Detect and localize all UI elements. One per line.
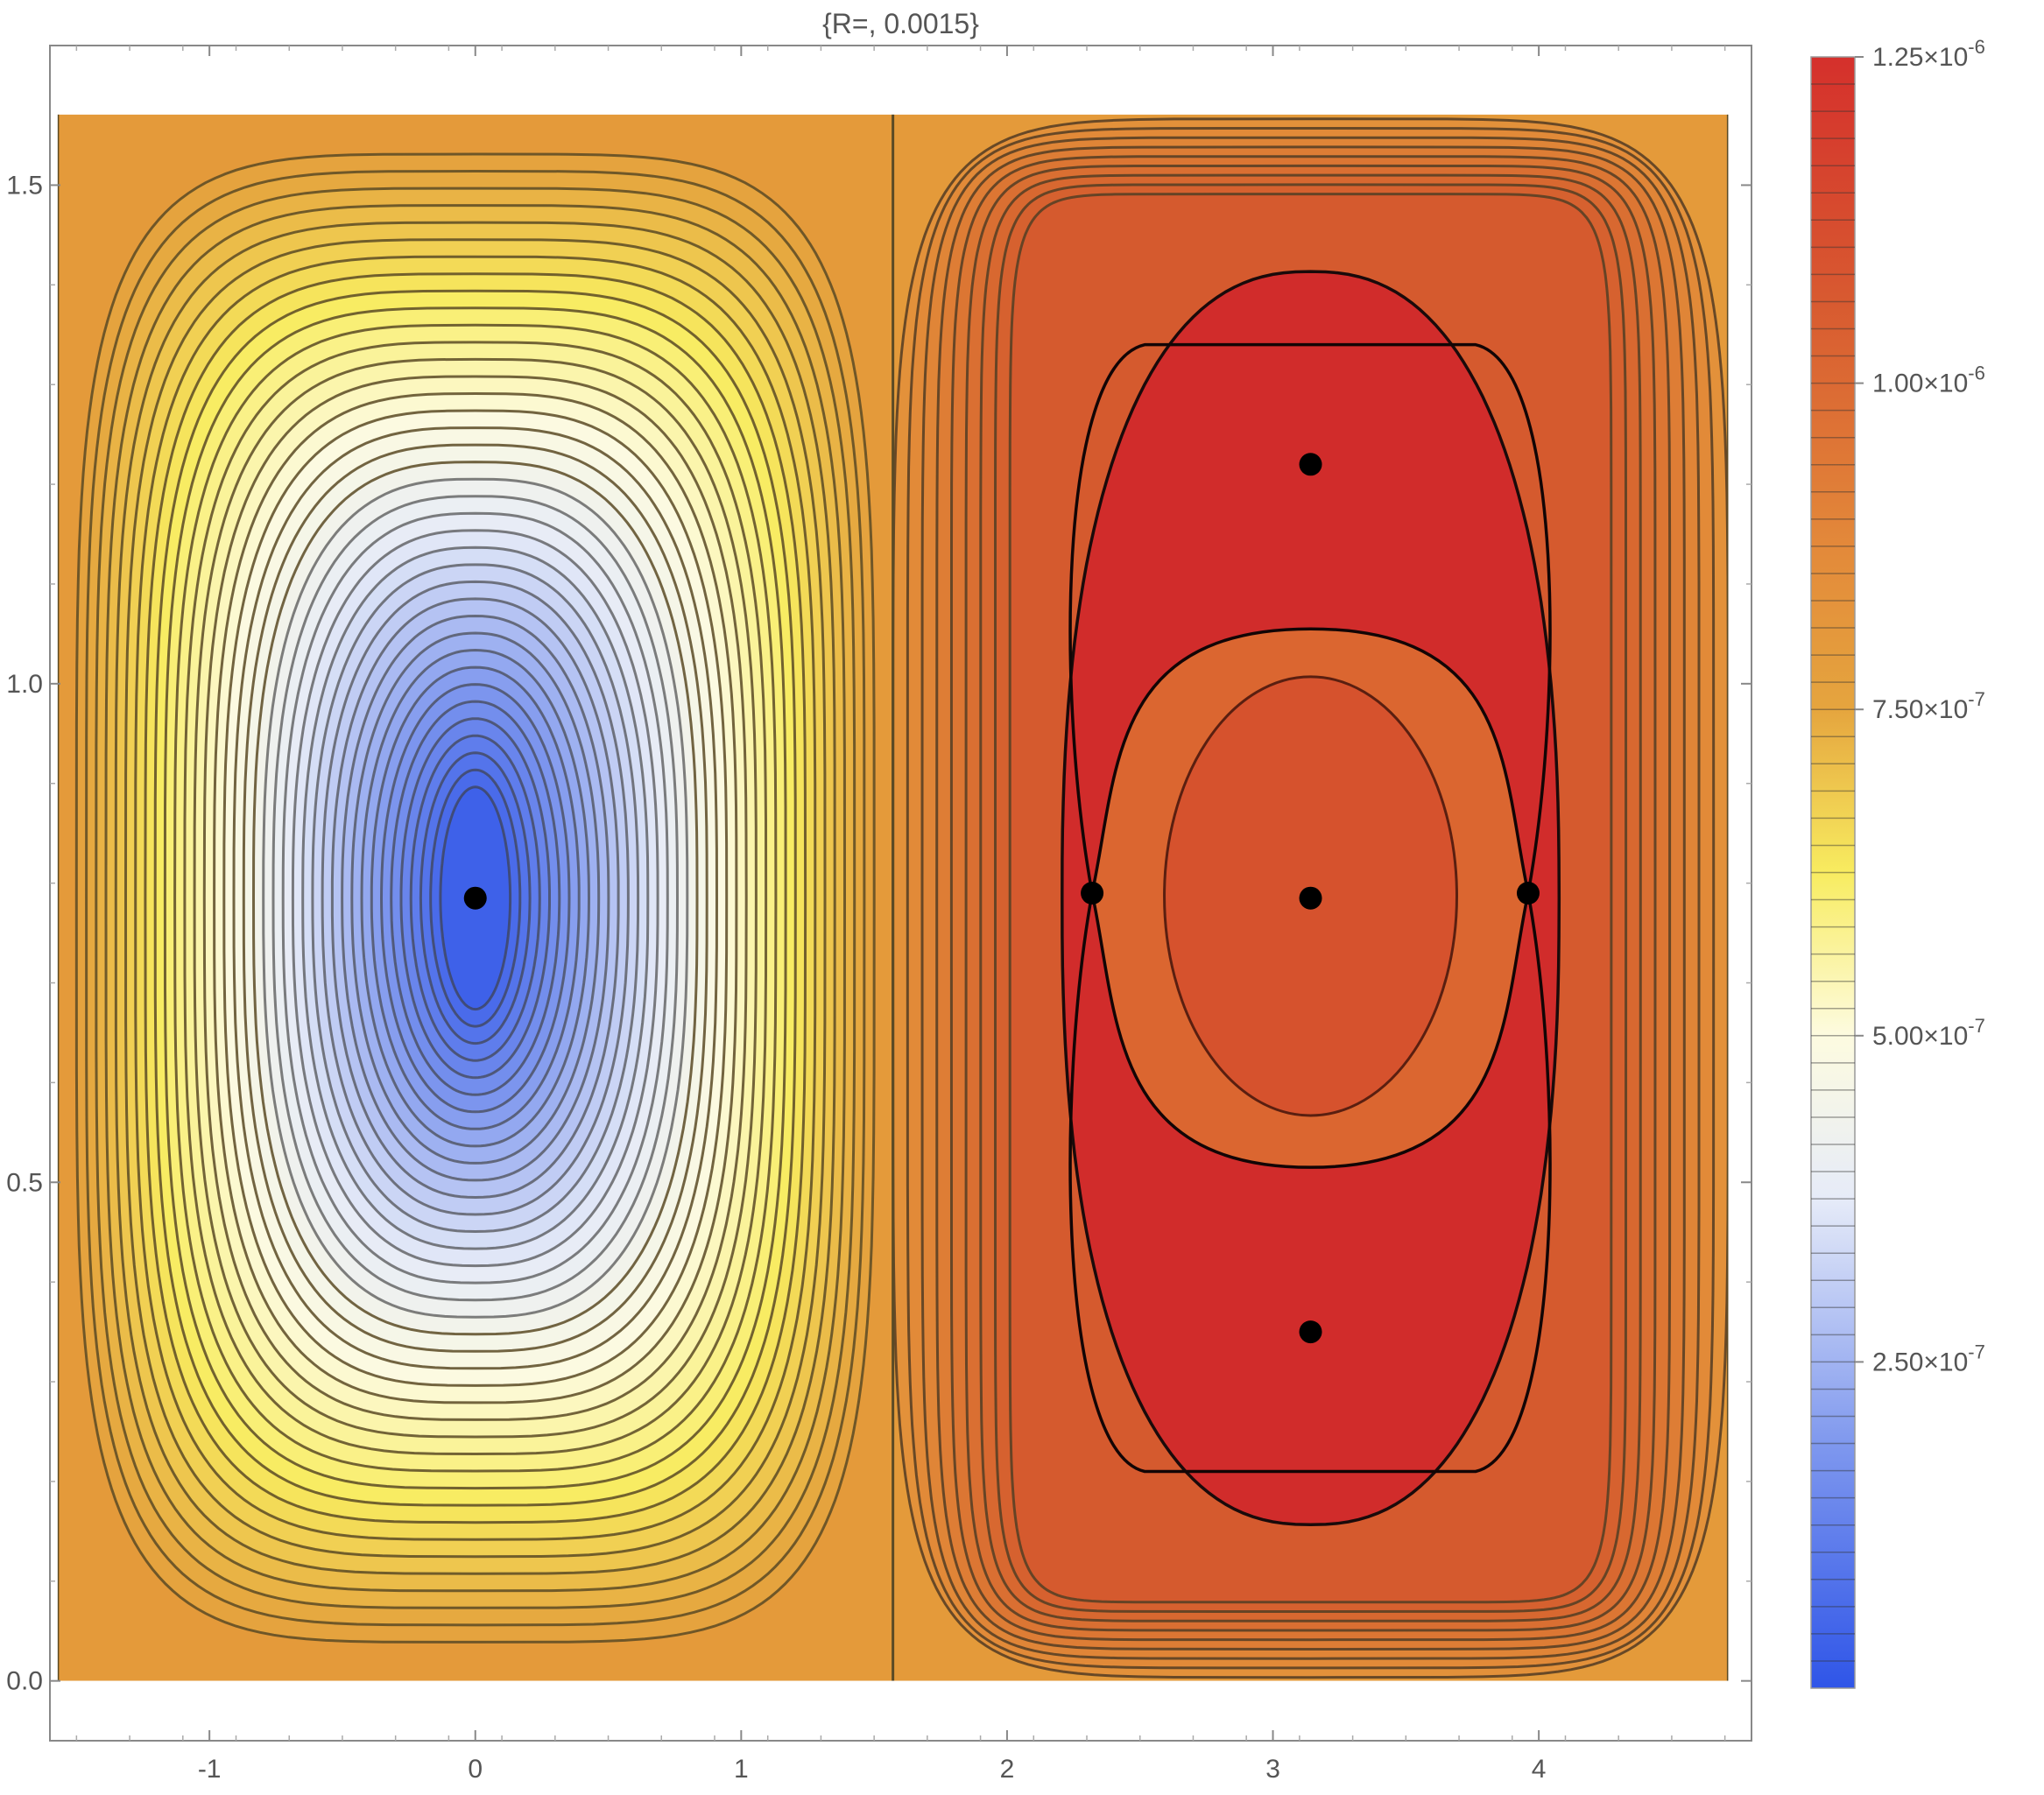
critical-point xyxy=(1299,1320,1322,1344)
x-axis: -1 0 1 2 3 4 xyxy=(75,46,1726,1784)
colorbar-tick-label: 5.00×10-7 xyxy=(1872,1015,1985,1051)
colorbar: 2.50×10-7 5.00×10-7 7.50×10-7 1.00×10-6 1.25… xyxy=(1810,36,1985,1689)
y-tick-label: 0.0 xyxy=(6,1667,43,1696)
x-tick-label: 4 xyxy=(1532,1755,1547,1784)
y-tick-label: 1.0 xyxy=(6,670,43,699)
y-axis: 0.0 0.5 1.0 1.5 xyxy=(6,171,1751,1696)
colorbar-bar xyxy=(1810,56,1856,1689)
x-tick-label: 2 xyxy=(1000,1755,1015,1784)
chart-title: {R=, 0.0015} xyxy=(822,8,979,39)
critical-point xyxy=(1299,453,1322,476)
x-tick-label: 0 xyxy=(468,1755,483,1784)
colorbar-tick-label: 2.50×10-7 xyxy=(1872,1341,1985,1376)
separatrix-lower-branch xyxy=(1068,892,1552,1474)
x-tick-label: 1 xyxy=(734,1755,749,1784)
x-tick-label: -1 xyxy=(198,1755,222,1784)
x-tick-label: 3 xyxy=(1265,1755,1280,1784)
colorbar-tick-label: 1.00×10-6 xyxy=(1872,363,1985,398)
critical-point xyxy=(1081,882,1104,905)
y-tick-label: 1.5 xyxy=(6,171,43,200)
separatrix-upper-branch xyxy=(1068,342,1552,894)
critical-point xyxy=(1516,882,1540,905)
y-tick-label: 0.5 xyxy=(6,1168,43,1197)
plot-region xyxy=(57,114,1729,1681)
critical-point xyxy=(1299,886,1322,910)
critical-point xyxy=(463,886,487,910)
colorbar-tick-label: 7.50×10-7 xyxy=(1872,688,1985,724)
colorbar-tick-label: 1.25×10-6 xyxy=(1872,36,1985,72)
critical-points xyxy=(463,453,1540,1344)
